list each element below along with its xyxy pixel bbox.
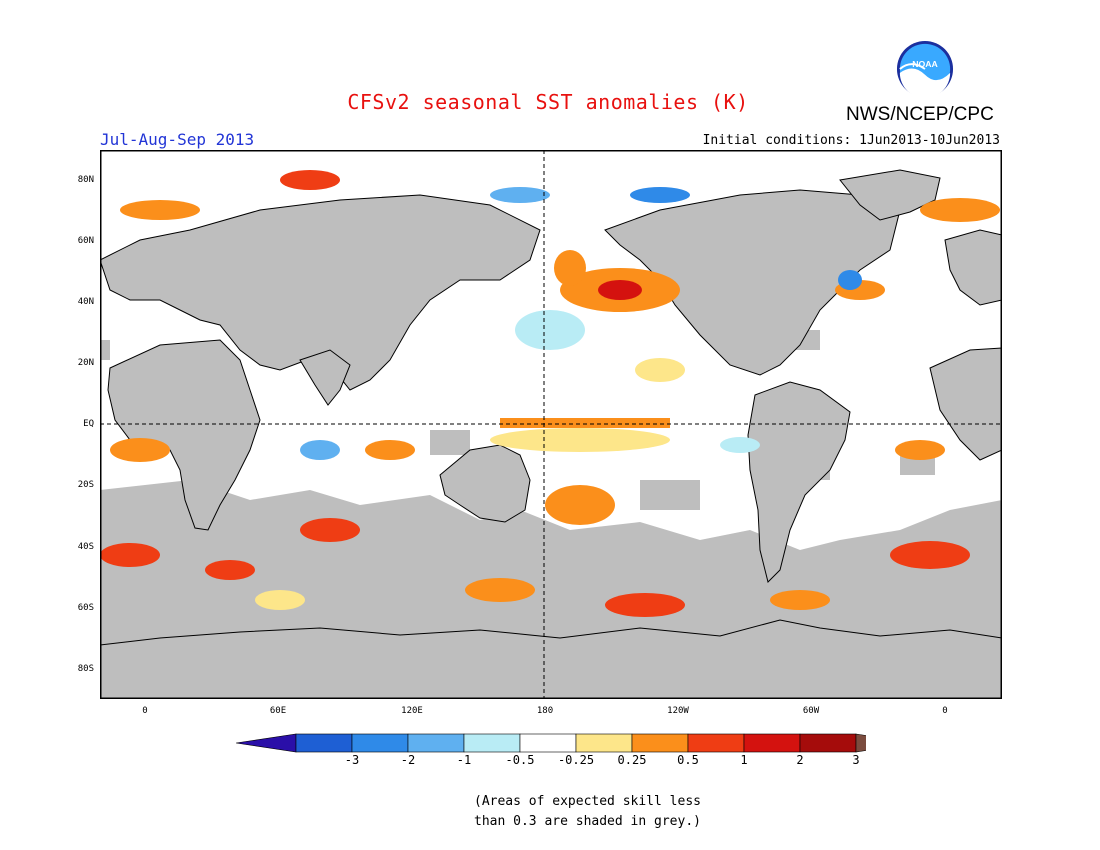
map-title: CFSv2 seasonal SST anomalies (K) xyxy=(347,90,749,114)
colorbar-tick-label: -2 xyxy=(400,753,416,767)
colorbar-cell-low-end xyxy=(236,733,297,753)
lat-label-40n: 40N xyxy=(77,297,94,307)
colorbar-cell xyxy=(799,733,857,753)
warm-anomalies xyxy=(100,170,1000,617)
lat-label-80n: 80N xyxy=(77,175,94,185)
colorbar-cell xyxy=(743,733,801,753)
skill-note: (Areas of expected skill less than 0.3 a… xyxy=(474,792,701,832)
lat-label-60n: 60N xyxy=(77,236,94,246)
colorbar-tick-label: 0.25 xyxy=(617,753,647,767)
initial-conditions-label: Initial conditions: 1Jun2013-10Jun2013 xyxy=(702,133,1000,148)
lon-label-0-right: 0 xyxy=(942,706,948,716)
colorbar-cell xyxy=(575,733,633,753)
lat-label-40s: 40S xyxy=(77,542,94,552)
lat-label-20n: 20N xyxy=(77,358,94,368)
colorbar-tick-label: -0.5 xyxy=(505,753,535,767)
colorbar xyxy=(236,733,866,753)
colorbar-tick-label: -3 xyxy=(344,753,360,767)
lon-label-180: 180 xyxy=(536,706,554,716)
lon-label-60w: 60W xyxy=(802,706,820,716)
sst-anomaly-map xyxy=(100,150,1002,699)
colorbar-cell xyxy=(687,733,745,753)
lon-label-120w: 120W xyxy=(667,706,689,716)
lat-label-60s: 60S xyxy=(77,603,94,613)
lon-label-60e: 60E xyxy=(269,706,287,716)
colorbar-cell-high-end xyxy=(855,733,866,753)
colorbar-cell xyxy=(631,733,689,753)
organization-label: NWS/NCEP/CPC xyxy=(846,104,994,125)
lat-label-80s: 80S xyxy=(77,664,94,674)
colorbar-cell xyxy=(519,733,577,753)
skill-note-line-1: (Areas of expected skill less xyxy=(474,794,701,809)
lon-label-0-left: 0 xyxy=(142,706,148,716)
season-label: Jul-Aug-Sep 2013 xyxy=(100,130,255,149)
lat-label-20s: 20S xyxy=(77,480,94,490)
colorbar-tick-label: 1 xyxy=(740,753,748,767)
noaa-logo: NOAA xyxy=(896,40,954,98)
colorbar-cell xyxy=(295,733,353,753)
skill-note-line-2: than 0.3 are shaded in grey.) xyxy=(474,814,701,829)
colorbar-tick-label: -1 xyxy=(456,753,472,767)
colorbar-cell xyxy=(351,733,409,753)
colorbar-tick-label: 3 xyxy=(852,753,860,767)
lat-label-eq: EQ xyxy=(83,419,94,429)
colorbar-cell xyxy=(407,733,465,753)
svg-text:NOAA: NOAA xyxy=(912,59,938,69)
colorbar-tick-label: -0.25 xyxy=(557,753,595,767)
lon-label-120e: 120E xyxy=(401,706,423,716)
colorbar-tick-label: 2 xyxy=(796,753,804,767)
continents xyxy=(100,169,1002,699)
colorbar-tick-label: 0.5 xyxy=(677,753,699,767)
cool-anomalies xyxy=(300,187,862,460)
colorbar-cell xyxy=(463,733,521,753)
